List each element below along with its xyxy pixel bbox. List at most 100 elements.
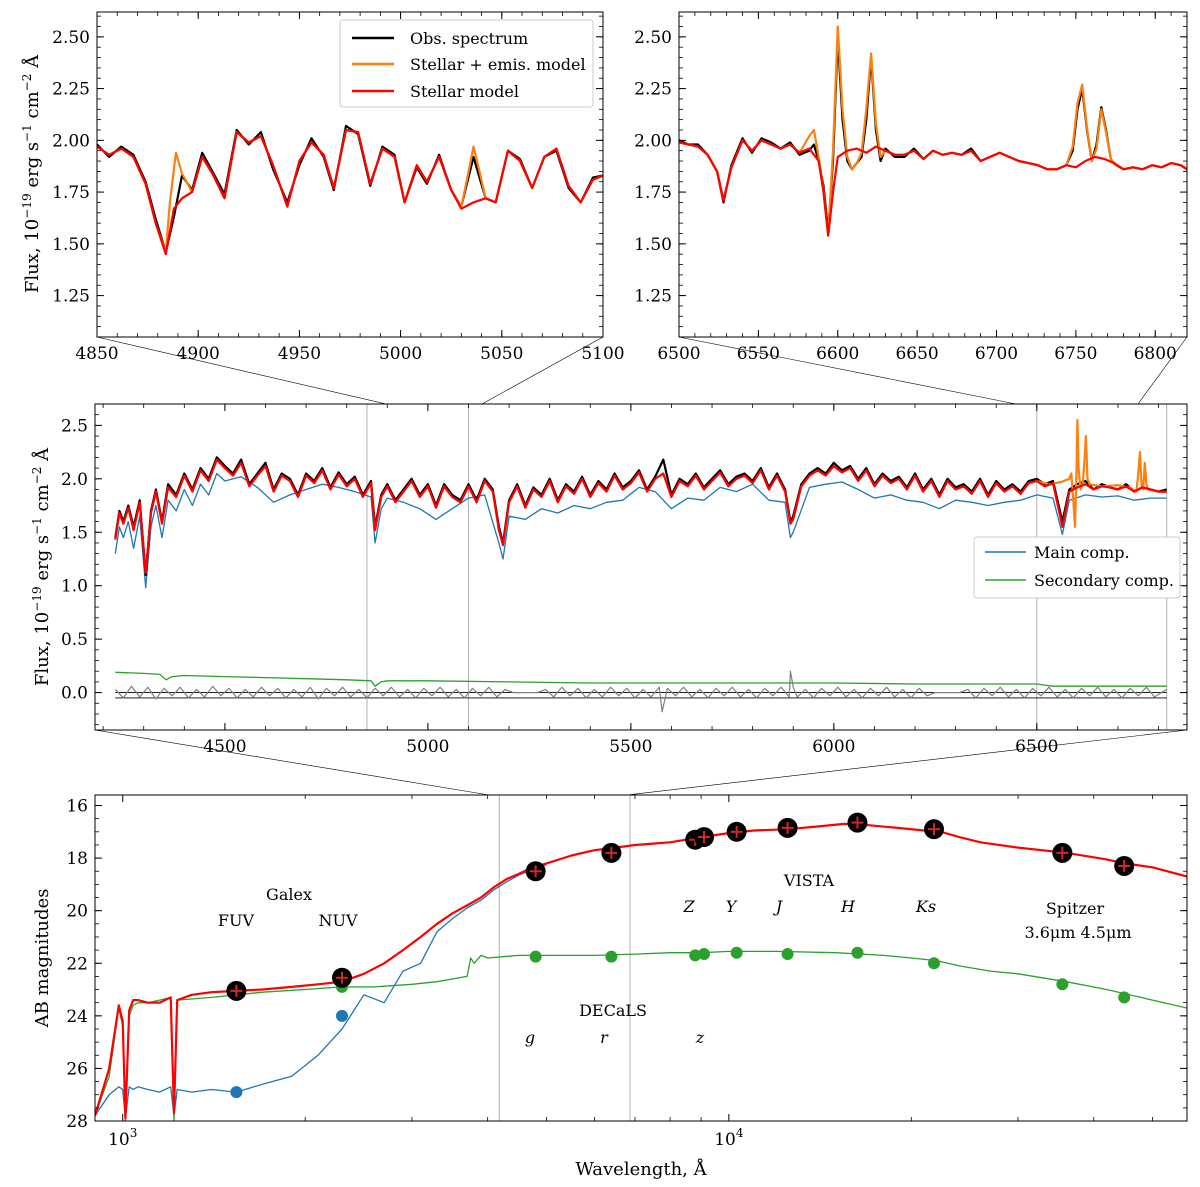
zoom-right-ytick-label: 1.75 <box>634 183 672 203</box>
sed-series-secondary <box>95 950 1187 1121</box>
zoom-right-ytick-label: 1.25 <box>634 287 672 307</box>
full-spectrum-ytick-label: 2.0 <box>61 470 88 490</box>
secondary-photometry-point <box>689 949 702 962</box>
zoom-left-series-stellar-emis <box>97 128 603 254</box>
zoom-right-xtick-label: 6750 <box>1054 344 1097 364</box>
sed-ylabel: AB magnitudes <box>32 889 53 1029</box>
sed-ytick-label: 26 <box>66 1059 88 1079</box>
zoom-right-ytick-label: 2.50 <box>634 28 672 48</box>
zoom-right-series-observed <box>679 35 1187 233</box>
zoom-left-legend: Obs. spectrum Stellar + emis. model Stel… <box>339 19 594 108</box>
zoom-right-ytick-label: 2.00 <box>634 131 672 151</box>
full-spectrum-series-stellar-emis <box>1036 418 1167 528</box>
legend-label-observed: Obs. spectrum <box>410 29 528 48</box>
annot-decals: DECaLS <box>579 1001 647 1020</box>
zoom-left-series-observed <box>97 124 603 254</box>
zoom-right-ytick-label: 2.25 <box>634 80 672 100</box>
full-spectrum-lines <box>114 418 1168 713</box>
full-spectrum-xtick-label: 6000 <box>812 737 855 757</box>
legend-label-stellar: Stellar model <box>410 82 519 101</box>
panel-sed: 103 104 16 18 20 22 24 26 28 Wavelength, Å AB ma… <box>32 794 1188 1180</box>
full-spectrum-ytick-label: 1.5 <box>61 523 88 543</box>
annot-galex: Galex <box>266 885 312 904</box>
legend-label-main: Main comp. <box>1034 543 1130 562</box>
full-spectrum-series-secondary <box>115 671 1167 687</box>
full-spectrum-legend: Main comp. Secondary comp. <box>973 536 1181 599</box>
connector-left-a <box>96 336 387 405</box>
annot-vista: VISTA <box>783 871 835 890</box>
sed-annotations: Galex FUV NUV VISTA Z Y J H Ks Spitzer 3… <box>218 871 1132 1047</box>
zoom-right-xtick-label: 6650 <box>895 344 938 364</box>
full-spectrum-ytick-label: 0.5 <box>61 630 88 650</box>
full-spectrum-ytick-label: 1.0 <box>61 577 88 597</box>
full-spectrum-xtick-label: 5000 <box>406 737 449 757</box>
panel-full-spectrum: 4500 5000 5500 6000 6500 0.0 0.5 1.0 1.5 2.0 2.5 F… <box>30 403 1188 757</box>
annot-z-band: Z <box>682 897 695 916</box>
annot-nuv: NUV <box>318 911 357 930</box>
zoom-left-xtick-label: 4850 <box>75 344 118 364</box>
zoom-left-ytick-label: 2.25 <box>52 80 90 100</box>
annot-r-band: r <box>600 1028 609 1047</box>
zoom-right-xtick-label: 6500 <box>657 344 700 364</box>
full-spectrum-ytick-label: 0.0 <box>61 684 88 704</box>
full-spectrum-frame <box>94 403 1188 731</box>
secondary-photometry-point <box>1118 991 1131 1004</box>
annot-irac: 3.6μm 4.5μm <box>1024 923 1131 942</box>
annot-spitzer: Spitzer <box>1046 899 1105 918</box>
sed-ytick-label: 16 <box>66 797 88 817</box>
connector-bottom-b <box>626 729 1188 796</box>
sed-ytick-label: 28 <box>66 1112 88 1132</box>
full-spectrum-axes: 4500 5000 5500 6000 6500 0.0 0.5 1.0 1.5 2.0 2.5 <box>61 404 1187 757</box>
connector-bottom-a <box>94 729 490 796</box>
full-spectrum-ytick-label: 2.5 <box>61 416 88 436</box>
secondary-photometry-point <box>927 957 940 970</box>
sed-guides <box>498 795 631 1121</box>
full-spectrum-series-residual <box>114 670 1168 713</box>
zoom-left-ytick-label: 2.50 <box>52 28 90 48</box>
secondary-photometry-point <box>529 950 542 963</box>
zoom-left-ylabel: Flux, 10−19 erg s−1 cm−2 Å <box>20 54 43 293</box>
zoom-right-ytick-label: 1.50 <box>634 235 672 255</box>
zoom-right-axes: 6500 6550 6600 6650 6700 6750 6800 1.25 1.50 1.75… <box>634 12 1187 364</box>
zoom-right-xtick-label: 6800 <box>1134 344 1177 364</box>
main-photometry-point <box>230 1086 243 1099</box>
full-spectrum-series-stellar <box>114 458 1167 574</box>
zoom-right-lines <box>679 25 1187 237</box>
sed-series-main <box>95 864 547 1120</box>
sed-xlabel: Wavelength, Å <box>575 1158 707 1180</box>
zoom-right-frame <box>678 11 1188 338</box>
zoom-left-xtick-label: 5000 <box>379 344 422 364</box>
full-spectrum-ylabel: Flux, 10−19 erg s−1 cm−2 Å <box>30 447 53 686</box>
zoom-right-series-stellar <box>679 139 1187 237</box>
sed-ytick-label: 20 <box>66 902 88 922</box>
full-spectrum-xtick-label: 5500 <box>609 737 652 757</box>
zoom-left-xtick-label: 4900 <box>177 344 220 364</box>
sed-ytick-label: 24 <box>66 1007 88 1027</box>
sed-ytick-label: 18 <box>66 849 88 869</box>
zoom-left-frame <box>96 11 604 338</box>
sed-xtick-label: 104 <box>714 1126 744 1150</box>
sed-lines <box>95 822 1187 1121</box>
legend-label-stellar-emis: Stellar + emis. model <box>410 55 586 74</box>
secondary-photometry-point <box>730 946 743 959</box>
full-spectrum-xtick-label: 4500 <box>203 737 246 757</box>
zoom-left-xtick-label: 4950 <box>278 344 321 364</box>
zoom-left-ytick-label: 1.75 <box>52 183 90 203</box>
panel-zoom-right: 6500 6550 6600 6650 6700 6750 6800 1.25 1.50 1.75… <box>634 11 1188 364</box>
secondary-photometry-point <box>698 948 711 961</box>
annot-g-band: g <box>525 1028 535 1047</box>
connector-right-a <box>678 336 1017 405</box>
zoom-right-series-stellar-emis <box>679 25 1187 237</box>
secondary-photometry-point <box>781 948 794 961</box>
zoom-left-ytick-label: 1.25 <box>52 287 90 307</box>
zoom-left-ytick-label: 2.00 <box>52 131 90 151</box>
zoom-left-axes: 4850 4900 4950 5000 5050 5100 1.25 1.50 1.75 2.00… <box>52 12 625 364</box>
secondary-photometry-point <box>605 950 618 963</box>
annot-y-band: Y <box>726 897 738 916</box>
sed-axes: 103 104 16 18 20 22 24 26 28 <box>66 795 1187 1150</box>
sed-xtick-label: 103 <box>108 1126 137 1150</box>
zoom-connectors <box>94 336 1188 796</box>
connector-right-b <box>1137 336 1188 405</box>
full-spectrum-series-main <box>114 472 1167 589</box>
zoom-left-lines <box>97 124 603 256</box>
